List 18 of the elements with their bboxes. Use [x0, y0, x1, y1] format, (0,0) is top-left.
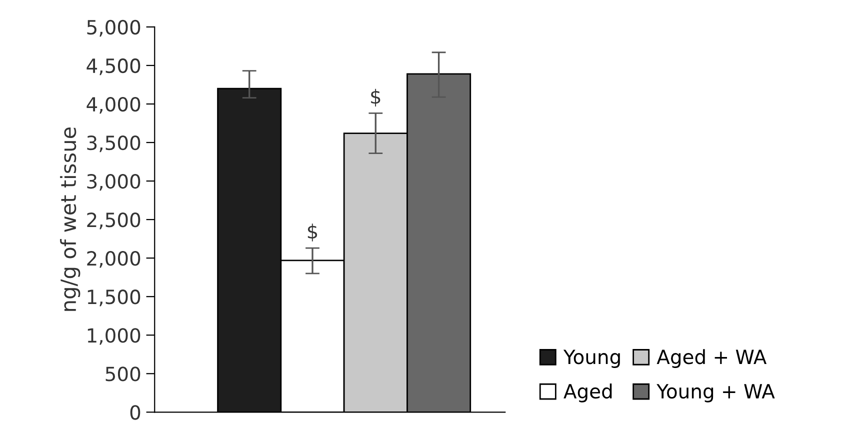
data-label: $: [371, 88, 380, 106]
legend-label: Young + WA: [656, 384, 775, 402]
y-tick-label: 1,000: [88, 328, 140, 345]
y-tick-label: 1,500: [88, 290, 140, 306]
legend-label: Aged + WA: [656, 349, 767, 368]
data-label: $: [308, 224, 318, 242]
y-tick-label: 3,500: [87, 135, 140, 152]
legend-label: Aged: [564, 384, 612, 402]
y-tick-label: 3,000: [87, 174, 140, 191]
y-tick-label: 2,000: [87, 251, 140, 268]
y-tick-label: 5,000: [87, 20, 140, 37]
y-tick-label: 500: [106, 366, 140, 382]
y-axis-title: ng/g of wet tissue: [60, 127, 80, 311]
y-tick-label: 2,500: [87, 212, 140, 230]
y-tick-label: 0: [130, 405, 140, 420]
legend-label: Young: [563, 350, 620, 368]
y-tick-label: 4,000: [86, 96, 140, 114]
y-tick-label: 4,500: [86, 58, 140, 76]
